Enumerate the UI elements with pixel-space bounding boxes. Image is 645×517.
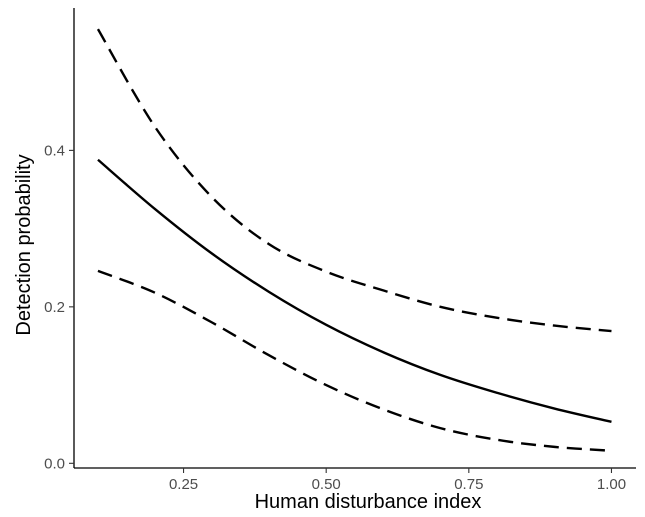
series-layer xyxy=(96,28,612,452)
lower-confidence-line xyxy=(97,269,612,452)
x-tick-label: 0.50 xyxy=(312,476,341,493)
x-tick-label: 0.75 xyxy=(454,476,483,493)
x-tick-label: 1.00 xyxy=(597,476,626,493)
y-tick-label: 0.2 xyxy=(44,299,65,316)
y-axis-ticks: 0.0 0.2 0.4 xyxy=(44,142,74,472)
y-tick-label: 0.0 xyxy=(44,455,65,472)
x-axis-title: Human disturbance index xyxy=(255,491,482,513)
upper-confidence-line xyxy=(96,28,612,333)
x-tick-label: 0.25 xyxy=(169,476,198,493)
estimate-line xyxy=(97,158,612,424)
x-axis-ticks: 0.25 0.50 0.75 1.00 xyxy=(169,468,626,493)
y-tick-label: 0.4 xyxy=(44,142,65,159)
y-axis-title: Detection probability xyxy=(13,154,35,335)
